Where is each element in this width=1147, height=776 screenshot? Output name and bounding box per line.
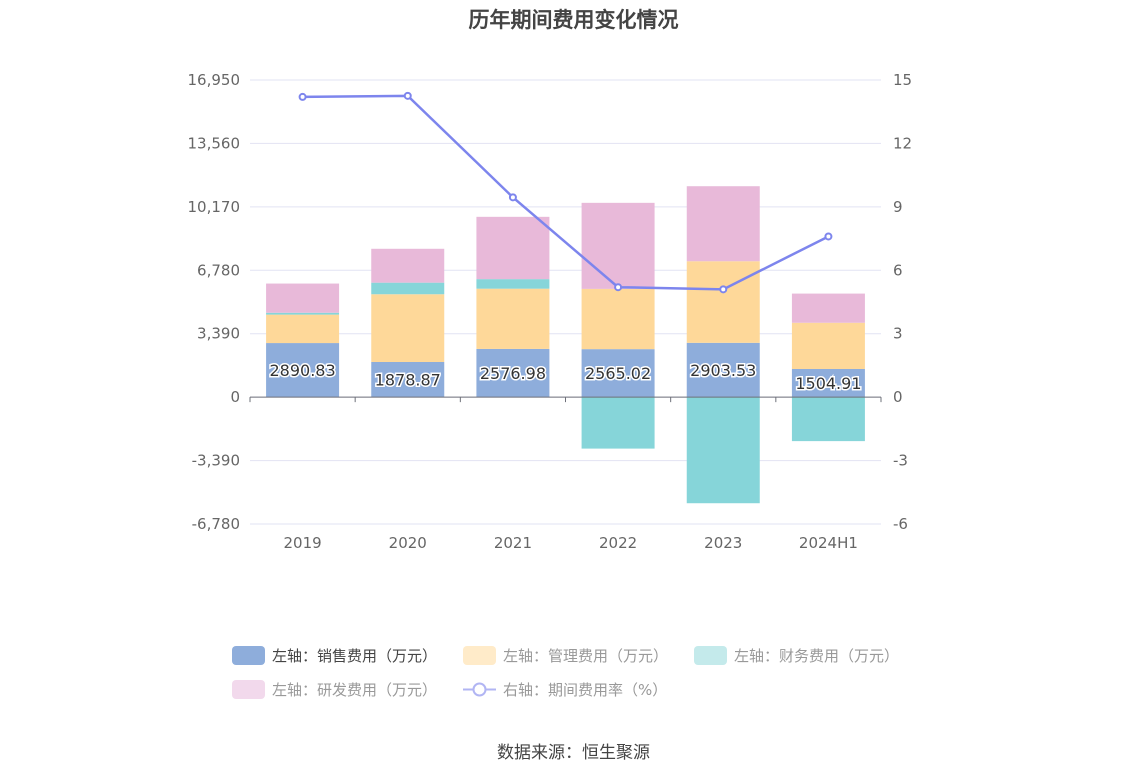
rate-point: [403, 91, 412, 100]
left-axis-tick-label: -6,780: [192, 515, 240, 533]
legend-swatch-rnd: [232, 679, 265, 699]
x-axis-category-label: 2020: [389, 534, 427, 552]
bar-segment-finance: [686, 397, 760, 504]
bar-segment-admin: [791, 322, 865, 369]
bar-segment-rnd: [686, 186, 760, 262]
left-axis-tick-label: 6,780: [197, 261, 240, 279]
rate-point: [824, 232, 833, 241]
legend-label-admin: 左轴：管理费用（万元）: [503, 646, 669, 665]
left-axis-tick-label: -3,390: [192, 452, 240, 470]
legend-swatch-admin: [463, 645, 497, 665]
legend-label-sales: 左轴：销售费用（万元）: [272, 646, 438, 665]
legend-swatch-sales: [232, 645, 265, 665]
left-axis-tick-label: 0: [230, 388, 240, 406]
bar-segment-admin: [266, 314, 340, 344]
bar-data-label: 2903.53: [690, 361, 756, 380]
bar-segment-finance: [791, 397, 865, 442]
legend-row-2: 左轴：研发费用（万元） 右轴：期间费用率（%）: [232, 672, 932, 706]
right-axis-tick-label: 0: [893, 388, 903, 406]
bar-data-label: 1504.91: [795, 374, 861, 393]
bar-segment-finance: [371, 282, 445, 295]
bar-segment-sales: [266, 343, 340, 398]
bar-segment-finance: [266, 312, 340, 315]
rate-point: [719, 285, 728, 294]
bar-segment-admin: [581, 288, 655, 350]
legend-row-1: 左轴：销售费用（万元） 左轴：管理费用（万元） 左轴：财务费用（万元）: [232, 638, 932, 672]
chart-title: 历年期间费用变化情况: [468, 8, 679, 32]
source-note: 数据来源：恒生聚源: [497, 743, 650, 763]
bar-segment-rnd: [371, 248, 445, 283]
right-axis-tick-label: 12: [893, 134, 912, 152]
left-axis-tick-label: 13,560: [188, 134, 241, 152]
left-axis-tick-label: 16,950: [188, 71, 241, 89]
x-axis-category-label: 2022: [599, 534, 637, 552]
chart-plot: 16,950 15 13,560 12 10,170 9 6,780 6 3,390 3 0 0 -3,…: [188, 71, 913, 552]
x-axis-category-label: 2023: [704, 534, 742, 552]
bar-segment-admin: [371, 294, 445, 362]
right-axis-tick-label: -6: [893, 515, 908, 533]
right-axis-tick-label: 3: [893, 325, 903, 343]
right-axis-tick-label: 15: [893, 71, 912, 89]
x-axis-category-label: 2019: [283, 534, 321, 552]
bar-segment-rnd: [476, 216, 550, 280]
bar-segment-sales: [371, 361, 445, 398]
bar-data-label: 2576.98: [480, 364, 546, 383]
legend-swatch-finance: [694, 645, 728, 665]
right-axis-tick-label: 9: [893, 198, 903, 216]
right-axis-tick-label: -3: [893, 452, 908, 470]
legend-item-sales[interactable]: 左轴：销售费用（万元）: [232, 645, 437, 666]
rate-line: [302, 94, 829, 291]
legend-item-admin[interactable]: 左轴：管理费用（万元）: [463, 645, 668, 666]
bar-segment-sales: [581, 349, 655, 398]
bar-segment-admin: [476, 288, 550, 349]
bar-data-label: 2565.02: [585, 364, 651, 383]
left-axis-tick-label: 3,390: [197, 325, 240, 343]
bar-segment-admin: [686, 261, 760, 343]
legend: 左轴：销售费用（万元） 左轴：管理费用（万元） 左轴：财务费用（万元） 左轴：研…: [232, 638, 932, 706]
left-axis-tick-label: 10,170: [188, 198, 241, 216]
right-axis-tick-label: 6: [893, 261, 903, 279]
legend-label-finance: 左轴：财务费用（万元）: [734, 646, 900, 665]
bar-segment-sales: [476, 348, 550, 398]
bar-data-label: 2890.83: [269, 361, 335, 380]
legend-label-rnd: 左轴：研发费用（万元）: [272, 680, 438, 699]
bar-segment-sales: [686, 342, 760, 398]
bar-segment-finance: [476, 279, 550, 289]
x-axis-category-label: 2024H1: [799, 534, 858, 552]
legend-item-rate[interactable]: 右轴：期间费用率（%）: [463, 679, 667, 700]
bar-segment-rnd: [266, 283, 340, 313]
legend-item-rnd[interactable]: 左轴：研发费用（万元）: [232, 679, 437, 700]
bar-segment-rnd: [581, 202, 655, 289]
rate-point: [614, 283, 623, 292]
bar-data-label: 1878.87: [375, 371, 441, 390]
rate-point: [298, 92, 307, 101]
legend-line-marker-icon: [463, 682, 497, 696]
legend-item-finance[interactable]: 左轴：财务费用（万元）: [694, 645, 899, 666]
x-axis-category-label: 2021: [494, 534, 532, 552]
legend-label-rate: 右轴：期间费用率（%）: [503, 680, 668, 699]
bar-segment-sales: [791, 368, 865, 398]
bar-segment-finance: [581, 397, 655, 449]
rate-point: [508, 193, 517, 202]
bar-segment-rnd: [791, 293, 865, 323]
